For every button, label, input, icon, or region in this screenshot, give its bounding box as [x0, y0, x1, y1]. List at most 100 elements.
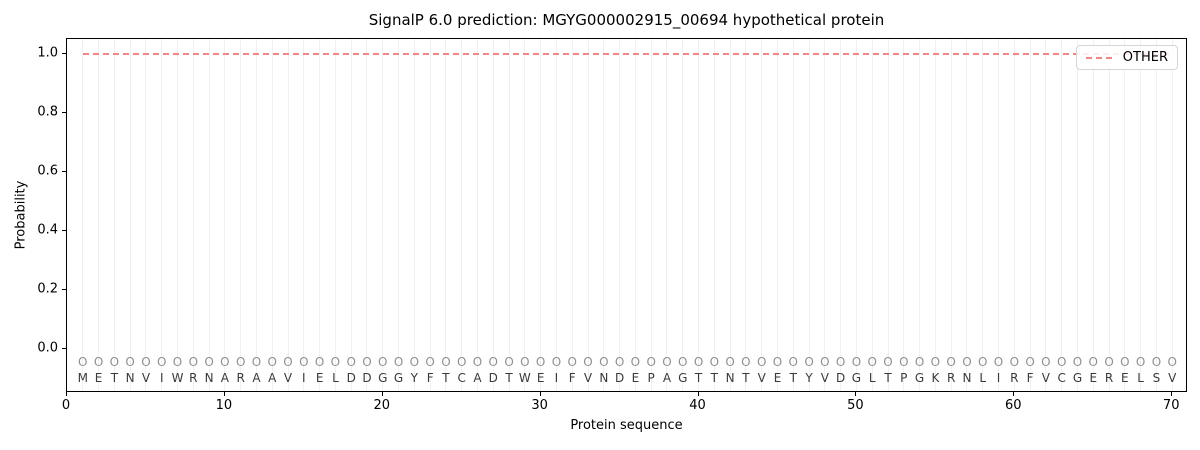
sequence-letter: R — [236, 371, 245, 386]
grid-line — [634, 39, 636, 391]
position-label: O — [820, 355, 830, 370]
position-label: O — [1041, 355, 1051, 370]
grid-line — [998, 39, 1000, 391]
position-label: O — [156, 355, 167, 370]
position-label: O — [188, 355, 199, 370]
position-label: O — [614, 355, 625, 370]
position-label: O — [109, 355, 120, 370]
sequence-letter: D — [488, 371, 498, 386]
y-tick-mark — [62, 347, 66, 349]
position-label: O — [567, 355, 577, 370]
grid-line — [713, 39, 715, 391]
position-label: O — [362, 355, 372, 370]
grid-line — [1013, 39, 1015, 391]
position-label: O — [551, 355, 562, 370]
position-label: O — [378, 355, 388, 370]
sequence-letter: T — [884, 371, 892, 386]
grid-line — [398, 39, 400, 391]
grid-line — [555, 39, 557, 391]
legend: OTHER — [1075, 45, 1178, 70]
y-tick-label: 1.0 — [37, 45, 58, 61]
grid-line — [492, 39, 494, 391]
position-label: O — [1135, 355, 1146, 370]
grid-line — [603, 39, 605, 391]
sequence-letter: C — [457, 371, 466, 386]
sequence-letter: V — [1168, 371, 1177, 386]
grid-line — [950, 39, 952, 391]
x-tick-mark — [1171, 392, 1173, 396]
sequence-letter: R — [1104, 371, 1114, 386]
grid-line — [145, 39, 147, 391]
grid-line — [982, 39, 984, 391]
sequence-letter: A — [220, 371, 229, 386]
sequence-letter: R — [189, 371, 198, 386]
grid-line — [745, 39, 747, 391]
grid-line — [792, 39, 794, 391]
grid-line — [934, 39, 936, 391]
grid-line — [855, 39, 857, 391]
position-label: O — [425, 355, 435, 370]
sequence-letter: T — [789, 371, 797, 386]
sequence-letter: R — [1010, 371, 1019, 386]
grid-line — [224, 39, 226, 391]
sequence-letter: D — [362, 371, 372, 386]
sequence-letter: N — [125, 371, 135, 386]
grid-line — [919, 39, 921, 391]
position-label: O — [1151, 355, 1162, 370]
grid-line — [334, 39, 336, 391]
position-label: O — [267, 355, 277, 370]
sequence-letter: E — [1121, 371, 1129, 386]
y-tick-mark — [62, 229, 66, 231]
grid-line — [1140, 39, 1142, 391]
grid-line — [903, 39, 905, 391]
grid-line — [1155, 39, 1157, 391]
position-label: O — [441, 355, 451, 370]
other-probability-line — [82, 52, 1173, 55]
position-label: O — [693, 355, 704, 370]
sequence-letter: S — [1152, 371, 1161, 386]
sequence-letter: E — [773, 371, 782, 386]
position-label: O — [1009, 355, 1020, 370]
y-tick-label: 0.2 — [37, 281, 58, 297]
grid-line — [1108, 39, 1110, 391]
position-label: O — [804, 355, 814, 370]
sequence-letter: P — [900, 371, 908, 386]
position-label: O — [646, 355, 656, 370]
sequence-letter: T — [110, 371, 119, 386]
grid-line — [1092, 39, 1094, 391]
x-tick-label: 20 — [373, 398, 391, 413]
grid-line — [619, 39, 621, 391]
position-label: O — [835, 355, 846, 370]
legend-entry-other: OTHER — [1122, 50, 1168, 65]
grid-line — [366, 39, 368, 391]
sequence-letter: F — [426, 371, 434, 386]
y-tick-label: 0.6 — [37, 163, 58, 179]
sequence-letter: E — [315, 371, 324, 386]
sequence-letter: D — [836, 371, 846, 386]
sequence-letter: G — [851, 371, 862, 386]
sequence-letter: C — [1057, 371, 1066, 386]
sequence-letter: Y — [410, 371, 419, 386]
grid-line — [840, 39, 842, 391]
sequence-letter: Y — [805, 371, 813, 386]
sequence-letter: G — [393, 371, 404, 386]
x-tick-label: 10 — [215, 398, 233, 413]
sequence-letter: A — [252, 371, 261, 386]
position-label: O — [851, 355, 862, 370]
grid-line — [508, 39, 510, 391]
position-label: O — [883, 355, 893, 370]
position-label: O — [978, 355, 988, 370]
x-tick-mark — [697, 392, 699, 396]
position-label: O — [678, 355, 688, 370]
position-label: O — [1088, 355, 1098, 370]
sequence-letter: E — [94, 371, 103, 386]
position-label: O — [993, 355, 1004, 370]
grid-line — [429, 39, 431, 391]
grid-line — [682, 39, 684, 391]
sequence-letter: T — [710, 371, 718, 386]
y-tick-label: 0.0 — [37, 340, 58, 356]
sequence-letter: G — [378, 371, 388, 386]
position-label: O — [1025, 355, 1035, 370]
